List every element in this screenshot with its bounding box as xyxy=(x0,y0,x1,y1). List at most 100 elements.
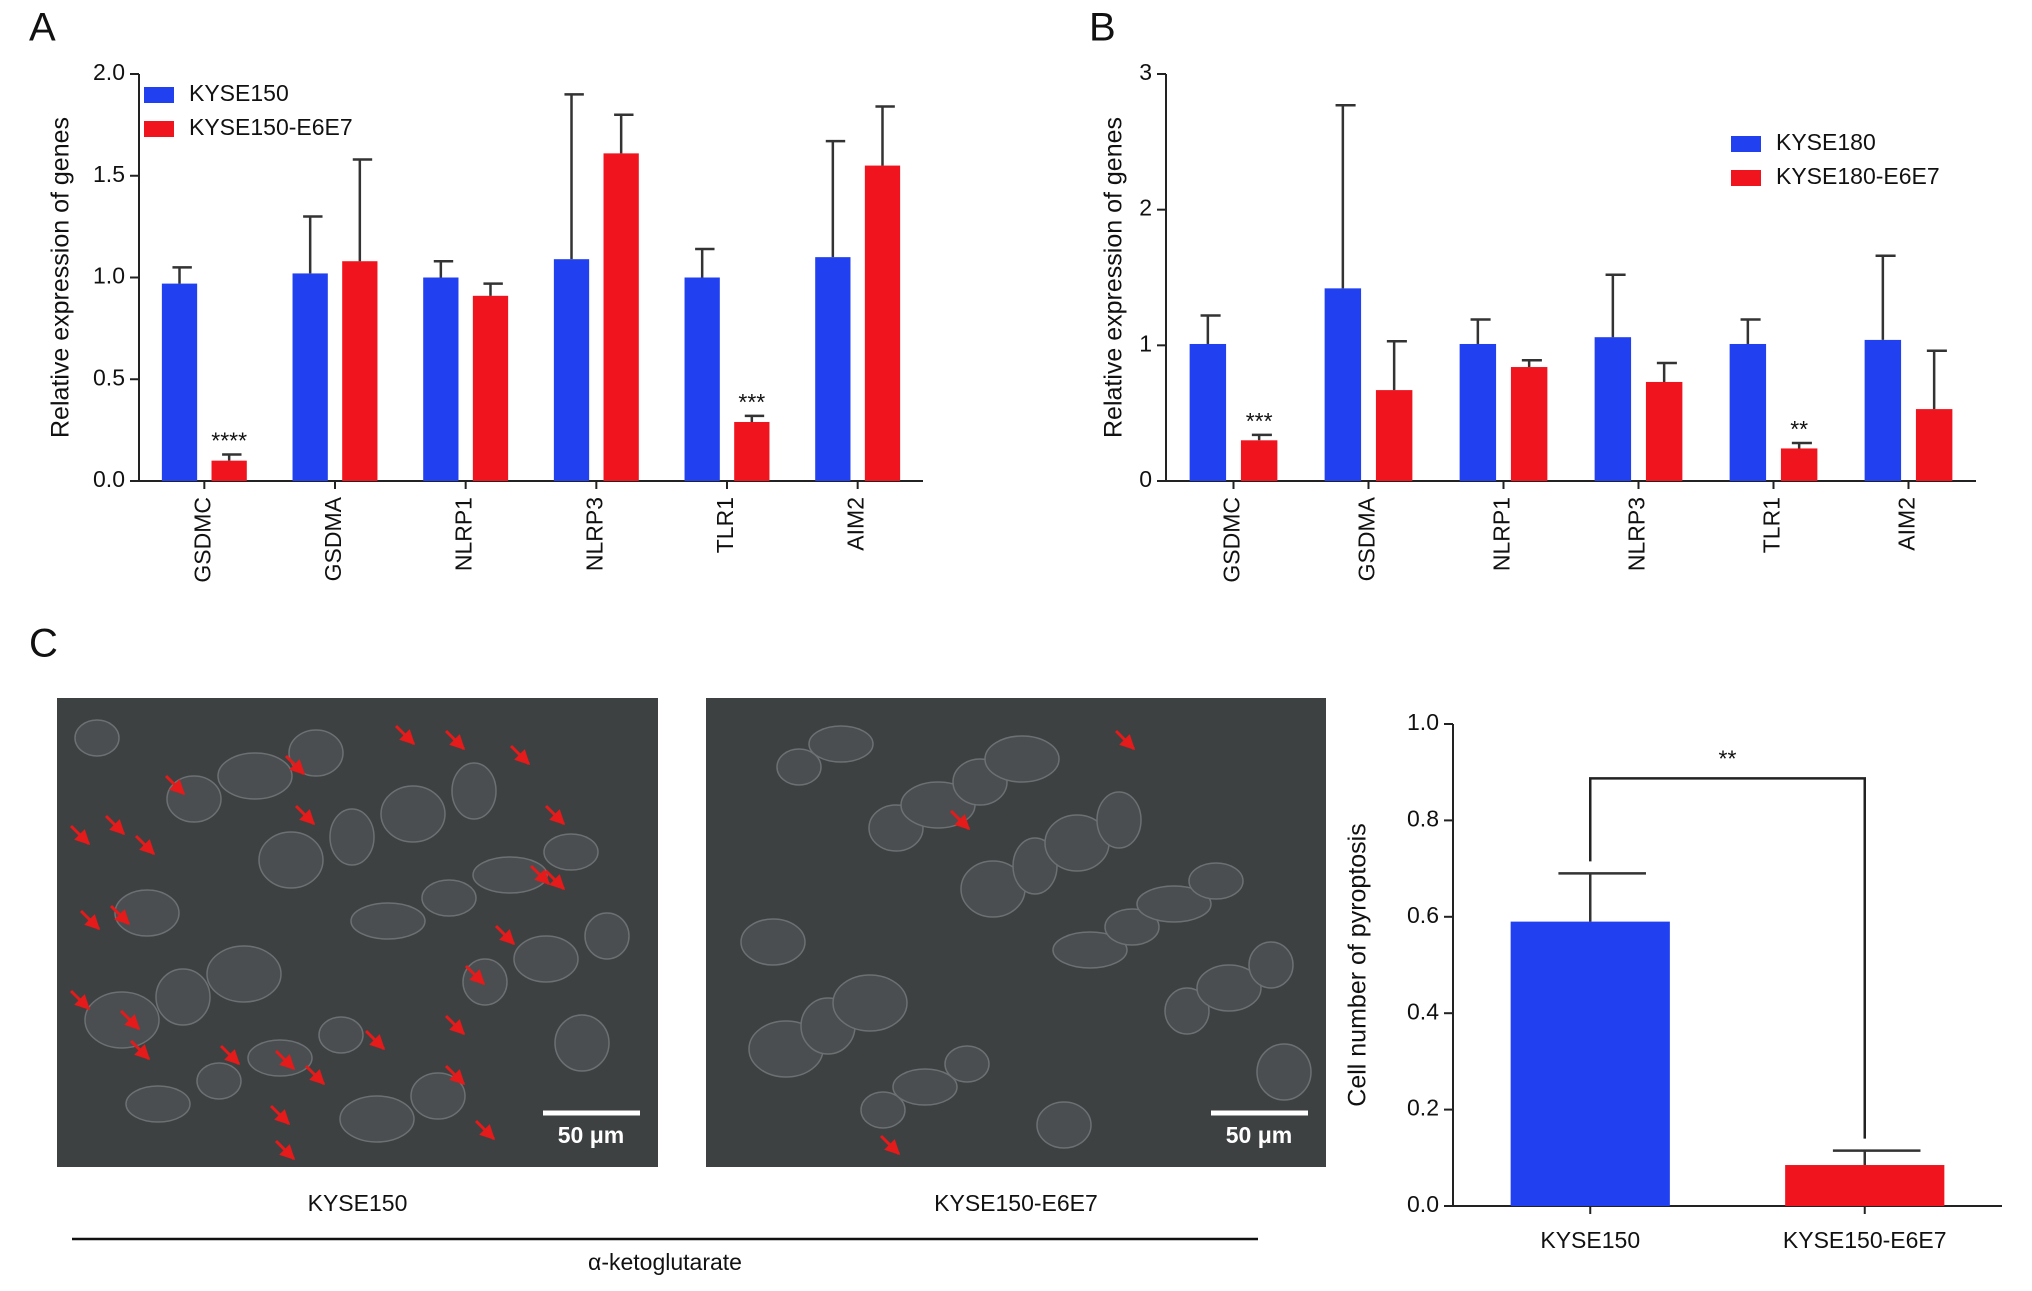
error-bar xyxy=(303,215,323,274)
cell xyxy=(1188,862,1244,900)
cell xyxy=(984,735,1060,783)
treatment-label: α-ketoglutarate xyxy=(588,1249,742,1275)
error-bar xyxy=(352,158,373,262)
arrow xyxy=(494,924,516,946)
y-tick-label: 0.4 xyxy=(1407,998,1439,1024)
bar xyxy=(1915,409,1953,481)
bar xyxy=(1459,343,1497,481)
arrow xyxy=(269,1104,291,1126)
panel-label: A xyxy=(29,6,56,50)
error-bar xyxy=(1926,349,1947,410)
arrow xyxy=(69,989,91,1011)
bar xyxy=(1510,367,1548,481)
y-axis-title: Relative expression of genes xyxy=(1100,117,1128,438)
cell xyxy=(114,889,180,937)
bar xyxy=(161,283,198,481)
legend-swatch xyxy=(1731,136,1761,152)
arrow xyxy=(134,834,156,856)
error-bar xyxy=(1558,872,1646,922)
y-tick-label: 0.2 xyxy=(1407,1095,1439,1121)
x-tick-label: NLRP1 xyxy=(451,497,477,571)
cell xyxy=(1136,885,1212,923)
y-tick-label: 2.0 xyxy=(93,59,125,85)
bar xyxy=(815,257,851,481)
arrow xyxy=(394,724,416,746)
bar xyxy=(1864,339,1902,481)
cell xyxy=(166,775,222,823)
error-bar xyxy=(1740,318,1761,344)
y-tick-label: 1.5 xyxy=(93,161,125,187)
error-bar xyxy=(614,113,634,154)
x-tick-label: NLRP1 xyxy=(1489,497,1515,571)
micrograph-label: KYSE150 xyxy=(308,1190,408,1216)
arrow xyxy=(129,1039,151,1061)
y-tick-label: 3 xyxy=(1139,59,1152,85)
arrow xyxy=(69,824,91,846)
error-bar xyxy=(1656,361,1677,382)
arrow xyxy=(1114,729,1136,751)
arrow xyxy=(444,1064,466,1086)
cell xyxy=(1104,908,1160,946)
cell xyxy=(410,1072,466,1120)
cell xyxy=(74,719,120,757)
error-bar xyxy=(875,105,895,166)
cell xyxy=(350,902,426,940)
significance-label: ** xyxy=(1719,745,1737,771)
bar xyxy=(603,153,639,482)
x-tick-label: TLR1 xyxy=(712,497,738,553)
legend-swatch xyxy=(144,121,174,137)
error-bar xyxy=(1832,1149,1921,1166)
arrow xyxy=(444,1014,466,1036)
y-tick-label: 0.0 xyxy=(93,466,125,492)
cell xyxy=(380,785,446,843)
bar xyxy=(1594,337,1632,481)
arrow xyxy=(304,1064,326,1086)
significance-label: *** xyxy=(738,389,765,415)
legend-label: KYSE150-E6E7 xyxy=(189,114,353,140)
cell xyxy=(776,748,822,786)
cell xyxy=(892,1068,958,1106)
cell xyxy=(318,1016,364,1054)
legend-label: KYSE150 xyxy=(189,80,289,106)
cell xyxy=(808,725,874,763)
cell xyxy=(206,945,282,1003)
significance-label: **** xyxy=(211,428,247,454)
arrow xyxy=(164,774,186,796)
arrow xyxy=(284,754,306,776)
y-tick-label: 1 xyxy=(1139,330,1152,356)
arrow xyxy=(474,1119,496,1141)
legend-swatch xyxy=(144,87,174,103)
arrow xyxy=(364,1029,386,1051)
x-tick-label: GSDMC xyxy=(189,497,215,583)
bar xyxy=(292,273,328,481)
significance-bracket xyxy=(1589,777,1866,1139)
bar xyxy=(1510,921,1670,1206)
cell xyxy=(554,1014,610,1072)
significance-label: *** xyxy=(1246,408,1273,434)
x-tick-label: NLRP3 xyxy=(581,497,607,571)
cell xyxy=(196,1062,242,1100)
cell xyxy=(421,879,477,917)
cell xyxy=(155,968,211,1026)
error-bar xyxy=(1200,314,1221,344)
cell xyxy=(513,935,579,983)
cell xyxy=(258,831,324,889)
x-tick-label: KYSE150-E6E7 xyxy=(1783,1227,1947,1253)
cell xyxy=(1096,791,1142,849)
arrow xyxy=(119,1009,141,1031)
cell xyxy=(1164,987,1210,1035)
cell xyxy=(329,808,375,866)
bar xyxy=(1375,390,1413,481)
error-bar xyxy=(1875,254,1896,340)
x-tick-label: AIM2 xyxy=(843,497,869,551)
panel-label: C xyxy=(29,622,58,666)
y-tick-label: 1.0 xyxy=(1407,709,1439,735)
cell xyxy=(1052,931,1128,969)
legend-label: KYSE180-E6E7 xyxy=(1776,163,1940,189)
x-tick-label: GSDMA xyxy=(320,496,346,581)
cell xyxy=(472,856,548,894)
error-bar xyxy=(564,93,584,260)
bar xyxy=(1645,381,1683,481)
y-tick-label: 0.6 xyxy=(1407,902,1439,928)
error-bar xyxy=(825,139,846,258)
